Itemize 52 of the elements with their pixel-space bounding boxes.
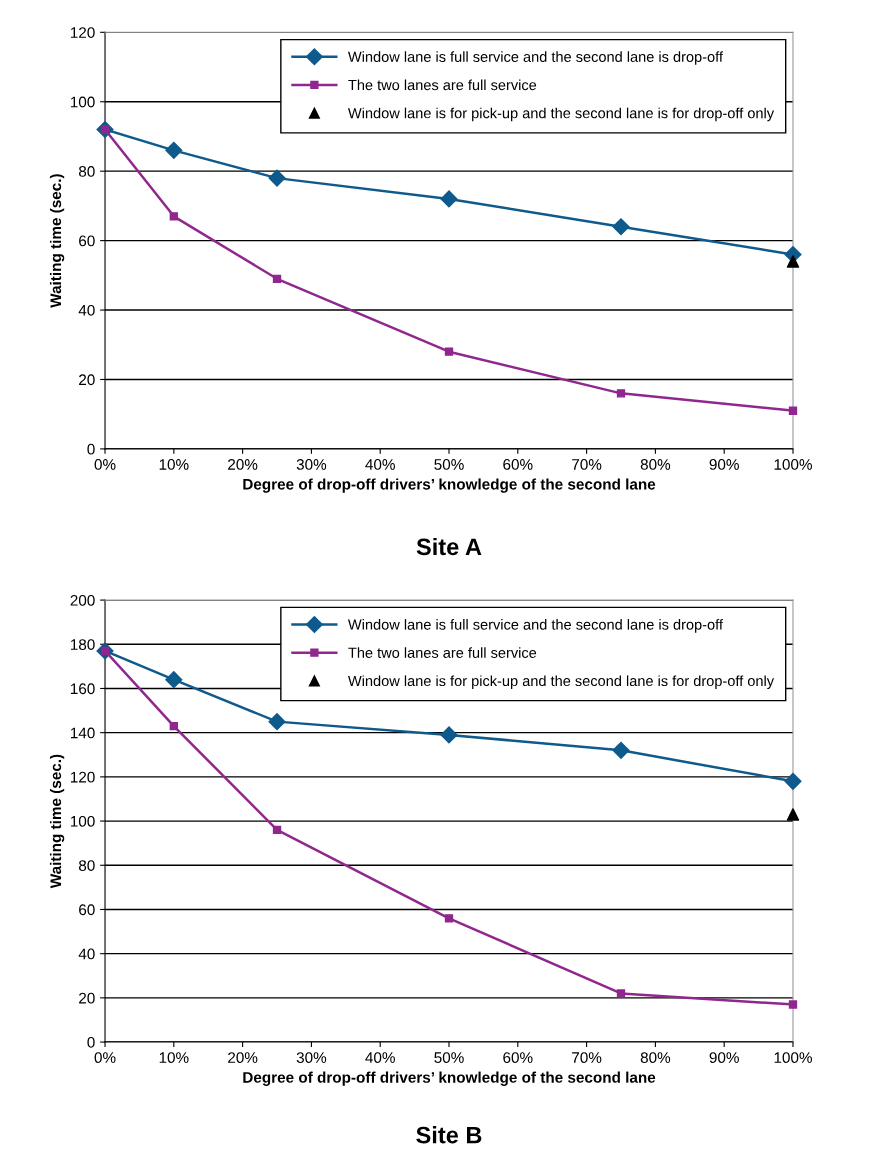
- x-tick-label: 80%: [640, 459, 671, 470]
- y-tick-label: 0: [87, 443, 95, 455]
- y-tick-label: 200: [70, 594, 95, 606]
- x-tick-label: 30%: [296, 1052, 327, 1064]
- x-tick-label: 90%: [709, 1052, 739, 1064]
- x-tick-label: 100%: [774, 459, 812, 470]
- x-tick-label: 70%: [572, 1052, 602, 1064]
- x-tick-label: 40%: [365, 1052, 395, 1064]
- x-tick-label: 70%: [572, 459, 602, 470]
- x-tick-label: 100%: [774, 1052, 812, 1064]
- legend-label: The two lanes are full service: [348, 79, 537, 91]
- x-tick-label: 0%: [94, 459, 116, 470]
- text: Site B: [416, 1126, 482, 1144]
- y-tick-label: 0: [87, 1036, 95, 1048]
- x-tick-label: 10%: [159, 459, 189, 470]
- y-tick-label: 120: [70, 771, 95, 783]
- y-tick-label: 100: [70, 815, 95, 827]
- x-tick-label: 30%: [296, 459, 327, 470]
- legend-label: The two lanes are full service: [348, 647, 537, 658]
- y-tick-label: 60: [79, 235, 95, 247]
- x-tick-label: 20%: [228, 1052, 258, 1064]
- x-tick-label: 60%: [503, 1052, 533, 1064]
- y-tick-label: 80: [78, 166, 95, 177]
- y-tick-label: 140: [70, 727, 95, 739]
- x-tick-label: 40%: [365, 459, 395, 470]
- x-axis-title: Degree of drop-off drivers’ knowledge of the second lane: [243, 1071, 656, 1086]
- legend-label: Window lane is full service and the second lane is drop-off: [348, 51, 724, 65]
- x-tick-label: 0%: [94, 1052, 116, 1064]
- y-tick-label: 60: [79, 904, 95, 916]
- x-tick-label: 20%: [228, 459, 258, 470]
- text: Site A: [416, 537, 482, 556]
- y-axis-title: Waiting time (sec.): [49, 174, 65, 308]
- y-tick-label: 160: [70, 683, 95, 695]
- y-tick-label: 180: [70, 639, 95, 650]
- legend-label: Window lane is for pick-up and the second lane is for drop-off only: [348, 107, 775, 122]
- x-axis-title: Degree of drop-off drivers’ knowledge of the second lane: [243, 478, 656, 493]
- y-tick-label: 100: [70, 96, 95, 108]
- legend-label: Window lane is full service and the second lane is drop-off: [348, 619, 724, 633]
- y-tick-label: 80: [78, 860, 95, 871]
- y-tick-label: 120: [70, 27, 95, 38]
- y-tick-label: 20: [79, 374, 95, 386]
- x-tick-label: 50%: [434, 1052, 464, 1064]
- x-tick-label: 10%: [159, 1052, 189, 1064]
- y-axis-title: Waiting time (sec.): [49, 754, 65, 889]
- y-tick-label: 20: [79, 992, 95, 1004]
- x-tick-label: 90%: [709, 459, 739, 470]
- x-tick-label: 50%: [434, 459, 464, 470]
- legend-label: Window lane is for pick-up and the second lane is for drop-off only: [348, 675, 775, 689]
- y-tick-label: 40: [78, 948, 95, 960]
- y-tick-label: 40: [78, 304, 95, 316]
- x-tick-label: 60%: [503, 459, 533, 470]
- x-tick-label: 80%: [640, 1052, 671, 1064]
